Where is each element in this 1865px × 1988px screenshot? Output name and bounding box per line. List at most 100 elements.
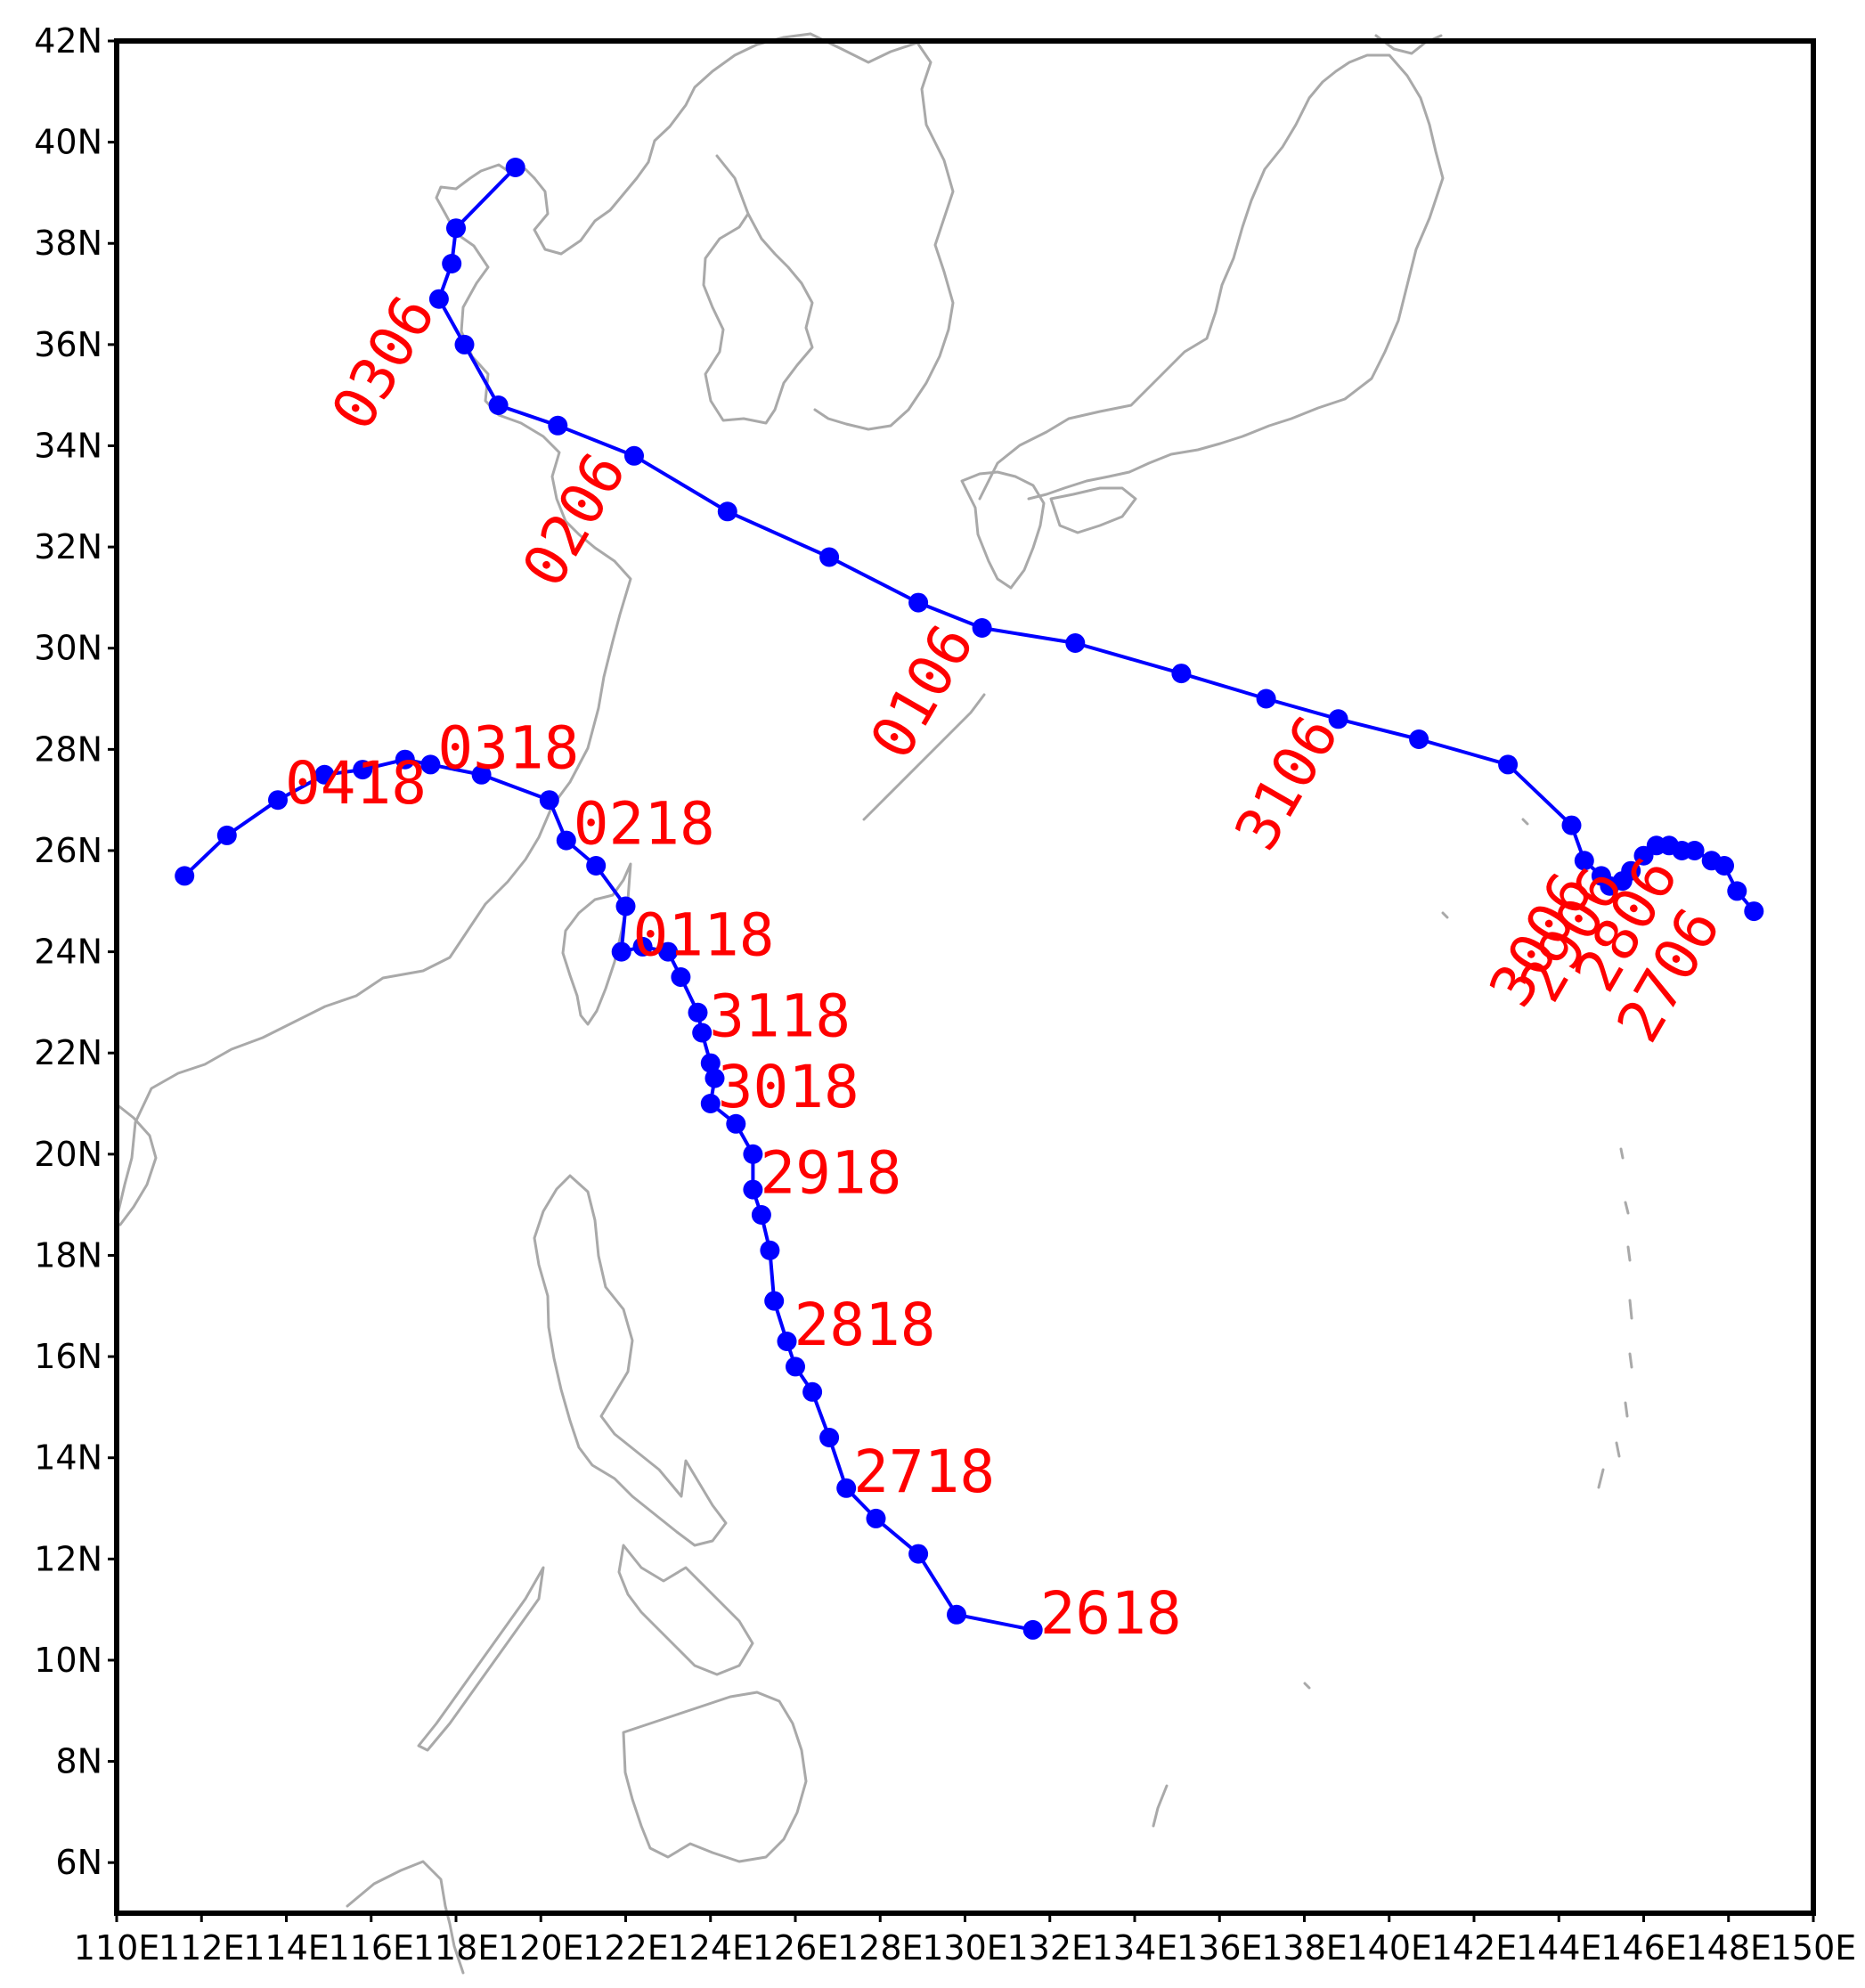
track-point <box>764 1291 785 1311</box>
japan-kyushu-coastline <box>960 470 1046 590</box>
y-tick-label: 40N <box>34 123 102 162</box>
luzon-coastline <box>533 1174 728 1547</box>
track-date-label: 2718 <box>853 1438 995 1506</box>
track-point <box>175 866 195 886</box>
track-point <box>1727 881 1747 901</box>
y-tick-label: 32N <box>34 527 102 566</box>
x-tick-label: 124E <box>667 1928 753 1968</box>
x-tick-label: 116E <box>328 1928 414 1968</box>
track-point <box>1409 729 1429 749</box>
x-tick-label: 132E <box>1006 1928 1093 1968</box>
y-tick-label: 8N <box>55 1742 102 1781</box>
x-tick-label: 122E <box>582 1928 669 1968</box>
y-tick-label: 30N <box>34 629 102 668</box>
y-tick-label: 36N <box>34 325 102 364</box>
y-tick-label: 34N <box>34 426 102 465</box>
track-point <box>700 1053 721 1073</box>
x-tick-label: 150E <box>1771 1928 1857 1968</box>
x-tick-labels: 110E112E114E116E118E120E122E124E126E128E… <box>74 1928 1857 1968</box>
track-point <box>539 790 559 811</box>
track-point <box>632 936 653 957</box>
x-tick-label: 126E <box>753 1928 839 1968</box>
x-tick-label: 120E <box>498 1928 584 1968</box>
x-tick-label: 118E <box>413 1928 500 1968</box>
track-point <box>704 1068 725 1088</box>
korea-east-coastline <box>809 32 955 431</box>
liaodong-coastline <box>533 32 812 256</box>
japan-honshu-coastline <box>978 53 1445 501</box>
track-point <box>471 764 492 785</box>
track-point <box>611 941 631 962</box>
track-point <box>726 1113 746 1134</box>
track-point <box>1171 664 1192 684</box>
axis-ticks <box>108 39 1815 1922</box>
track-point <box>615 896 636 917</box>
track-point <box>395 749 415 770</box>
y-tick-label: 14N <box>34 1438 102 1478</box>
track-point <box>1256 688 1276 709</box>
track-point <box>751 1205 771 1225</box>
track-point <box>1591 866 1611 886</box>
y-tick-label: 16N <box>34 1337 102 1376</box>
y-tick-label: 18N <box>34 1235 102 1275</box>
y-tick-label: 12N <box>34 1539 102 1578</box>
x-tick-label: 112E <box>159 1928 245 1968</box>
x-tick-label: 134E <box>1092 1928 1178 1968</box>
track-point <box>442 254 462 273</box>
track-point <box>819 1428 840 1447</box>
y-tick-label: 20N <box>34 1135 102 1174</box>
track-point <box>216 825 237 845</box>
track-point <box>505 158 525 177</box>
track-point <box>556 830 576 851</box>
y-tick-label: 6N <box>55 1843 102 1882</box>
track-point <box>1744 901 1764 922</box>
y-tick-label: 10N <box>34 1641 102 1680</box>
coastlines <box>115 32 1633 1975</box>
track-date-label: 2918 <box>760 1139 901 1208</box>
track-point <box>802 1381 823 1402</box>
track-point <box>1701 851 1722 871</box>
track-point <box>624 445 644 466</box>
track-point <box>1065 633 1086 653</box>
track-point <box>671 967 691 987</box>
track-point <box>786 1357 805 1377</box>
x-tick-label: 114E <box>243 1928 330 1968</box>
visayas-coastline <box>617 1544 754 1676</box>
track-point <box>1022 1619 1043 1640</box>
track-point <box>314 764 335 785</box>
track-point <box>1498 754 1519 775</box>
x-tick-label: 142E <box>1431 1928 1518 1968</box>
track-point <box>454 334 475 354</box>
x-tick-label: 146E <box>1600 1928 1687 1968</box>
track-point <box>760 1240 780 1260</box>
other-islands <box>1152 818 1529 1828</box>
track-date-label: 2618 <box>1040 1579 1182 1648</box>
track-point <box>268 790 288 811</box>
mindanao-coastline <box>622 1691 808 1863</box>
ryukyu-islands <box>862 693 986 821</box>
track-point <box>428 289 449 309</box>
x-tick-label: 148E <box>1685 1928 1771 1968</box>
track-point <box>420 754 441 775</box>
track-point <box>777 1332 797 1351</box>
track-point <box>717 501 737 522</box>
track-point <box>353 760 373 780</box>
track-point <box>688 1002 708 1023</box>
hainan-coastline <box>115 1103 158 1226</box>
izu-ogasawara-islands <box>1597 1147 1633 1489</box>
y-tick-label: 26N <box>34 831 102 870</box>
track-date-label: 0318 <box>437 713 579 782</box>
y-tick-label: 28N <box>34 729 102 769</box>
x-tick-label: 138E <box>1261 1928 1348 1968</box>
track-point <box>866 1508 886 1528</box>
japan-shikoku-coastline <box>1049 486 1137 534</box>
x-tick-label: 128E <box>837 1928 924 1968</box>
x-tick-label: 144E <box>1516 1928 1602 1968</box>
china-coastline <box>115 163 632 1220</box>
track-point <box>548 415 568 436</box>
borneo-coastline <box>346 1860 465 1975</box>
track-date-label: 0218 <box>574 790 715 859</box>
y-tick-label: 24N <box>34 933 102 972</box>
